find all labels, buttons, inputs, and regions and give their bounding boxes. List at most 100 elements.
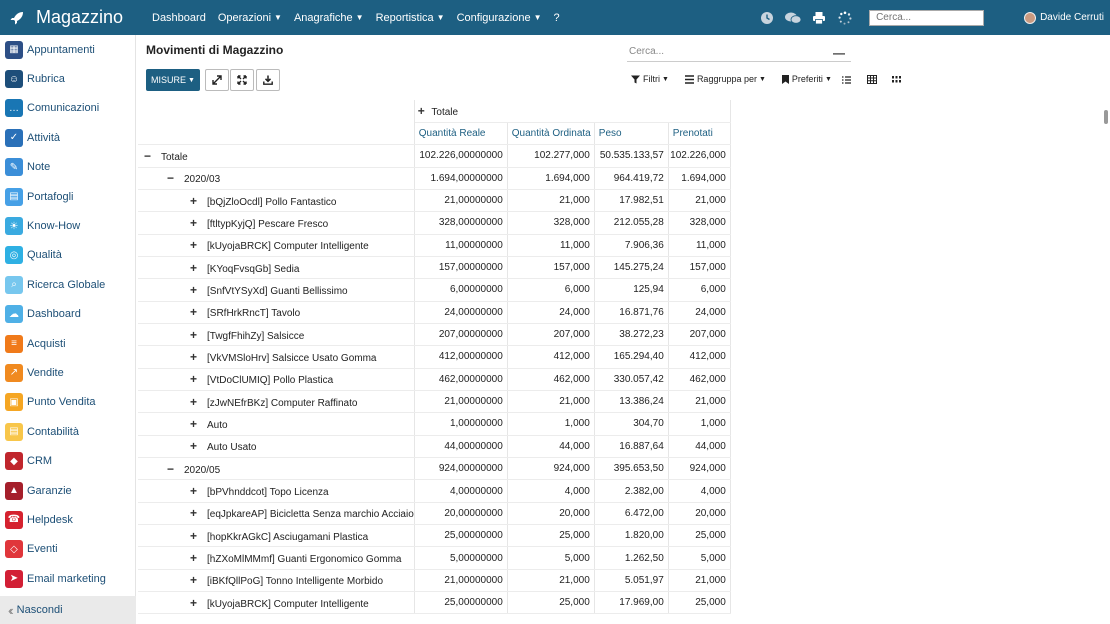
search-input[interactable]: Cerca... — (627, 46, 851, 62)
table-cell[interactable]: 24,000 (668, 301, 731, 324)
pivot-view-icon[interactable] (865, 73, 878, 86)
table-cell[interactable]: 1.820,00 (594, 524, 669, 548)
table-cell[interactable]: 212.055,28 (594, 211, 669, 235)
table-cell[interactable]: 6,000 (668, 278, 731, 302)
table-cell[interactable]: 21,000 (507, 390, 595, 414)
row-header[interactable]: − Totale (138, 144, 415, 168)
grid-view-icon[interactable] (890, 73, 903, 86)
table-cell[interactable]: 20,00000000 (414, 502, 508, 526)
table-cell[interactable]: 1,000 (668, 412, 731, 436)
table-cell[interactable]: 44,000 (668, 435, 731, 459)
table-cell[interactable]: 6,00000000 (414, 278, 508, 302)
filters-dropdown[interactable]: Filtri ▼ (631, 74, 669, 84)
table-cell[interactable]: 412,000 (507, 345, 595, 369)
sidebar-item-know-how[interactable]: ☀ Know-How (0, 211, 135, 240)
table-cell[interactable]: 11,000 (668, 234, 731, 257)
row-header[interactable]: + [eqJpkareAP] Bicicletta Senza marchio A… (138, 502, 415, 526)
row-header[interactable]: + [iBKfQllPoG] Tonno Intelligente Morbido (138, 569, 415, 593)
sidebar-item-ricerca-globale[interactable]: ⌕ Ricerca Globale (0, 270, 135, 299)
table-cell[interactable]: 25,000 (668, 591, 731, 615)
brand[interactable]: Magazzino (0, 7, 140, 28)
menu-item-anagrafiche[interactable]: Anagrafiche ▼ (294, 12, 364, 24)
table-cell[interactable]: 924,000 (507, 457, 595, 481)
table-cell[interactable]: 157,00000000 (414, 256, 508, 280)
chat-icon[interactable] (783, 8, 803, 28)
row-header[interactable]: + [VkVMSloHrv] Salsicce Usato Gomma (138, 345, 415, 369)
table-cell[interactable]: 25,00000000 (414, 524, 508, 548)
measures-button[interactable]: MISURE ▼ (146, 69, 200, 91)
sidebar-item-comunicazioni[interactable]: … Comunicazioni (0, 94, 135, 123)
row-header[interactable]: + [hopKkrAGkC] Asciugamani Plastica (138, 524, 415, 548)
row-header[interactable]: + Auto Usato (138, 435, 415, 459)
table-cell[interactable]: 412,00000000 (414, 345, 508, 369)
table-cell[interactable]: 20,000 (507, 502, 595, 526)
table-cell[interactable]: 24,000 (507, 301, 595, 324)
global-search-input[interactable] (869, 9, 985, 26)
table-cell[interactable]: 1.262,50 (594, 546, 669, 570)
sidebar-item-crm[interactable]: ◆ CRM (0, 446, 135, 475)
row-header[interactable]: + [SnfVtYSyXd] Guanti Bellissimo (138, 278, 415, 302)
row-header[interactable]: −2020/03 (138, 167, 415, 190)
table-cell[interactable]: 16.871,76 (594, 301, 669, 324)
table-cell[interactable]: 20,000 (668, 502, 731, 526)
column-group-header[interactable]: + Totale (414, 100, 731, 123)
header-peso[interactable]: Peso (594, 122, 669, 146)
group-by-dropdown[interactable]: Raggruppa per ▼ (684, 74, 766, 84)
row-header[interactable]: −2020/05 (138, 457, 415, 481)
table-cell[interactable]: 328,000 (507, 211, 595, 235)
menu-item--[interactable]: ? (554, 12, 560, 24)
user-menu[interactable]: Davide Cerruti (1024, 11, 1104, 24)
menu-item-dashboard[interactable]: Dashboard (152, 12, 206, 24)
table-cell[interactable]: 11,00000000 (414, 234, 508, 257)
table-cell[interactable]: 4,00000000 (414, 479, 508, 503)
sidebar-item-helpdesk[interactable]: ☎ Helpdesk (0, 505, 135, 534)
table-cell[interactable]: 21,00000000 (414, 189, 508, 213)
table-cell[interactable]: 924,00000000 (414, 457, 508, 481)
row-header[interactable]: + [ftltypKyjQ] Pescare Fresco (138, 211, 415, 235)
table-cell[interactable]: 2.382,00 (594, 479, 669, 503)
table-cell[interactable]: 17.969,00 (594, 591, 669, 615)
row-header[interactable]: + [hZXoMlMMmf] Guanti Ergonomico Gomma (138, 546, 415, 570)
list-view-icon[interactable] (840, 73, 853, 86)
sidebar-item-attivit-[interactable]: ✓ Attività (0, 123, 135, 152)
row-header[interactable]: + [KYoqFvsqGb] Sedia (138, 256, 415, 280)
table-cell[interactable]: 21,000 (668, 189, 731, 213)
table-cell[interactable]: 16.887,64 (594, 435, 669, 459)
table-cell[interactable]: 25,000 (507, 591, 595, 615)
table-cell[interactable]: 102.226,000 (668, 144, 731, 168)
table-cell[interactable]: 21,000 (507, 189, 595, 213)
sidebar-item-eventi[interactable]: ◇ Eventi (0, 535, 135, 564)
sidebar-item-email-marketing[interactable]: ➤ Email marketing (0, 564, 135, 593)
table-cell[interactable]: 125,94 (594, 278, 669, 302)
download-button[interactable] (256, 69, 280, 91)
table-cell[interactable]: 207,000 (507, 323, 595, 347)
table-cell[interactable]: 462,000 (507, 368, 595, 391)
table-cell[interactable]: 21,000 (668, 390, 731, 414)
table-cell[interactable]: 328,000 (668, 211, 731, 235)
sidebar-item-garanzie[interactable]: ▲ Garanzie (0, 476, 135, 505)
table-cell[interactable]: 157,000 (507, 256, 595, 280)
table-cell[interactable]: 44,000 (507, 435, 595, 459)
table-cell[interactable]: 7.906,36 (594, 234, 669, 257)
table-cell[interactable]: 328,00000000 (414, 211, 508, 235)
table-cell[interactable]: 330.057,42 (594, 368, 669, 391)
table-cell[interactable]: 21,000 (507, 569, 595, 593)
table-cell[interactable]: 5,00000000 (414, 546, 508, 570)
search-collapse-icon[interactable]: — (833, 46, 845, 60)
sidebar-item-punto-vendita[interactable]: ▣ Punto Vendita (0, 388, 135, 417)
table-cell[interactable]: 207,000 (668, 323, 731, 347)
table-cell[interactable]: 395.653,50 (594, 457, 669, 481)
sidebar-item-note[interactable]: ✎ Note (0, 153, 135, 182)
sidebar-item-qualit-[interactable]: ◎ Qualità (0, 241, 135, 270)
table-cell[interactable]: 1,000 (507, 412, 595, 436)
table-cell[interactable]: 1.694,000 (668, 167, 731, 190)
row-header[interactable]: + [bQjZloOcdl] Pollo Fantastico (138, 189, 415, 213)
table-cell[interactable]: 5.051,97 (594, 569, 669, 593)
table-cell[interactable]: 102.226,00000000 (414, 144, 508, 168)
table-cell[interactable]: 1.694,000 (507, 167, 595, 190)
menu-item-operazioni[interactable]: Operazioni ▼ (218, 12, 282, 24)
table-cell[interactable]: 1,00000000 (414, 412, 508, 436)
sidebar-item-portafogli[interactable]: ▤ Portafogli (0, 182, 135, 211)
table-cell[interactable]: 304,70 (594, 412, 669, 436)
table-cell[interactable]: 21,00000000 (414, 390, 508, 414)
